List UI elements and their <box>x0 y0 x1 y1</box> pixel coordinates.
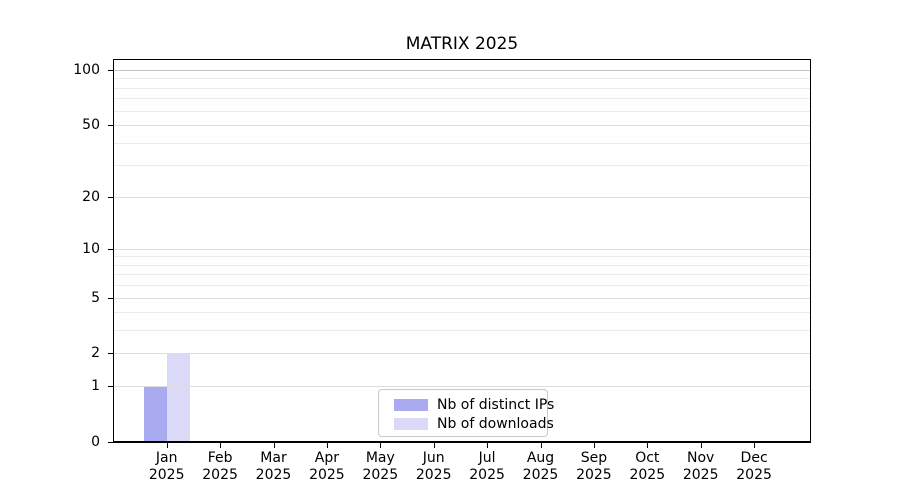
x-tick-year: 2025 <box>522 467 559 483</box>
x-tick-mark <box>487 443 489 448</box>
legend-swatch <box>394 398 428 411</box>
x-tick-year: 2025 <box>629 467 666 483</box>
x-tick-year: 2025 <box>469 467 505 483</box>
y-minor-gridline <box>114 165 810 167</box>
x-tick-label: Jun 2025 <box>402 450 466 484</box>
x-tick-mark <box>647 443 649 448</box>
y-tick-label: 50 <box>82 117 100 134</box>
x-tick-mark <box>326 443 328 448</box>
x-tick-month: Jan <box>155 450 178 466</box>
x-tick-mark <box>540 443 542 448</box>
x-tick-label: Apr 2025 <box>295 450 359 484</box>
x-tick-mark <box>166 443 168 448</box>
y-major-gridline <box>114 70 810 71</box>
x-tick-label: Oct 2025 <box>615 450 679 484</box>
x-tick-month: Feb <box>207 450 233 466</box>
y-tick-mark <box>108 248 113 250</box>
x-tick-year: 2025 <box>736 467 772 483</box>
y-minor-gridline <box>114 78 810 80</box>
x-tick-year: 2025 <box>309 467 345 483</box>
x-tick-label: Nov 2025 <box>669 450 733 484</box>
y-tick-mark <box>108 70 113 71</box>
y-tick-label: 20 <box>82 188 100 205</box>
y-minor-gridline <box>114 87 810 89</box>
x-tick-mark <box>220 443 222 448</box>
y-tick-mark <box>108 125 113 127</box>
legend: Nb of distinct IPs Nb of downloads <box>378 389 554 437</box>
x-tick-mark <box>273 443 275 448</box>
y-minor-gridline <box>114 312 810 314</box>
x-tick-month: Apr <box>314 450 339 466</box>
y-tick-label: 0 <box>91 434 100 450</box>
y-major-gridline <box>114 353 810 355</box>
y-minor-gridline <box>114 142 810 144</box>
x-tick-year: 2025 <box>255 467 292 483</box>
legend-entry: Nb of downloads <box>394 414 554 433</box>
y-tick-label: 1 <box>91 378 100 395</box>
y-minor-gridline <box>114 274 810 276</box>
x-tick-mark <box>754 443 756 448</box>
y-minor-gridline <box>114 256 810 258</box>
y-major-gridline <box>114 125 810 127</box>
x-tick-year: 2025 <box>362 467 399 483</box>
y-minor-gridline <box>114 285 810 287</box>
y-minor-gridline <box>114 110 810 112</box>
x-tick-label: Mar 2025 <box>242 450 306 484</box>
y-tick-label: 5 <box>91 289 100 306</box>
y-minor-gridline <box>114 98 810 100</box>
right-spine <box>810 59 811 443</box>
bar-distinct-ips <box>143 386 167 442</box>
top-spine <box>113 59 811 60</box>
x-tick-year: 2025 <box>415 467 452 483</box>
x-tick-month: Nov <box>687 450 715 466</box>
y-tick-label: 100 <box>73 62 100 78</box>
y-tick-mark <box>108 353 113 355</box>
x-tick-month: Oct <box>635 450 660 466</box>
legend-swatch <box>394 417 428 430</box>
y-tick-mark <box>108 442 113 443</box>
x-tick-month: Mar <box>260 450 287 466</box>
x-tick-month: Dec <box>740 450 768 466</box>
x-tick-year: 2025 <box>148 467 185 483</box>
x-tick-label: Sep 2025 <box>562 450 626 484</box>
left-spine <box>113 59 114 443</box>
x-tick-mark <box>700 443 702 448</box>
x-tick-month: Jun <box>422 450 445 466</box>
y-major-gridline <box>114 297 810 299</box>
y-tick-label: 10 <box>82 240 100 257</box>
bottom-spine <box>113 441 811 443</box>
bar-downloads <box>166 353 190 442</box>
legend-label: Nb of distinct IPs <box>437 396 555 413</box>
x-tick-mark <box>593 443 595 448</box>
x-tick-mark <box>433 443 435 448</box>
y-major-gridline <box>114 248 810 250</box>
x-tick-month: Aug <box>526 450 555 466</box>
y-minor-gridline <box>114 264 810 266</box>
x-tick-label: Jul 2025 <box>455 450 519 484</box>
x-tick-year: 2025 <box>202 467 238 483</box>
x-tick-month: May <box>365 450 395 466</box>
y-tick-label: 2 <box>91 345 100 362</box>
legend-label: Nb of downloads <box>437 415 554 432</box>
x-tick-year: 2025 <box>576 467 612 483</box>
y-tick-mark <box>108 386 113 388</box>
x-tick-label: Feb 2025 <box>188 450 252 484</box>
x-tick-label: Dec 2025 <box>722 450 786 484</box>
chart-title: MATRIX 2025 <box>405 34 519 54</box>
x-tick-year: 2025 <box>682 467 719 483</box>
x-tick-label: Aug 2025 <box>509 450 573 484</box>
y-tick-mark <box>108 196 113 198</box>
y-major-gridline <box>114 386 810 388</box>
y-major-gridline <box>114 196 810 198</box>
x-tick-month: Jul <box>478 450 496 466</box>
x-tick-month: Sep <box>580 450 608 466</box>
x-tick-label: Jan 2025 <box>135 450 199 484</box>
legend-entry: Nb of distinct IPs <box>394 395 554 414</box>
y-tick-mark <box>108 297 113 299</box>
x-tick-mark <box>380 443 382 448</box>
x-tick-label: May 2025 <box>348 450 412 484</box>
y-minor-gridline <box>114 330 810 332</box>
